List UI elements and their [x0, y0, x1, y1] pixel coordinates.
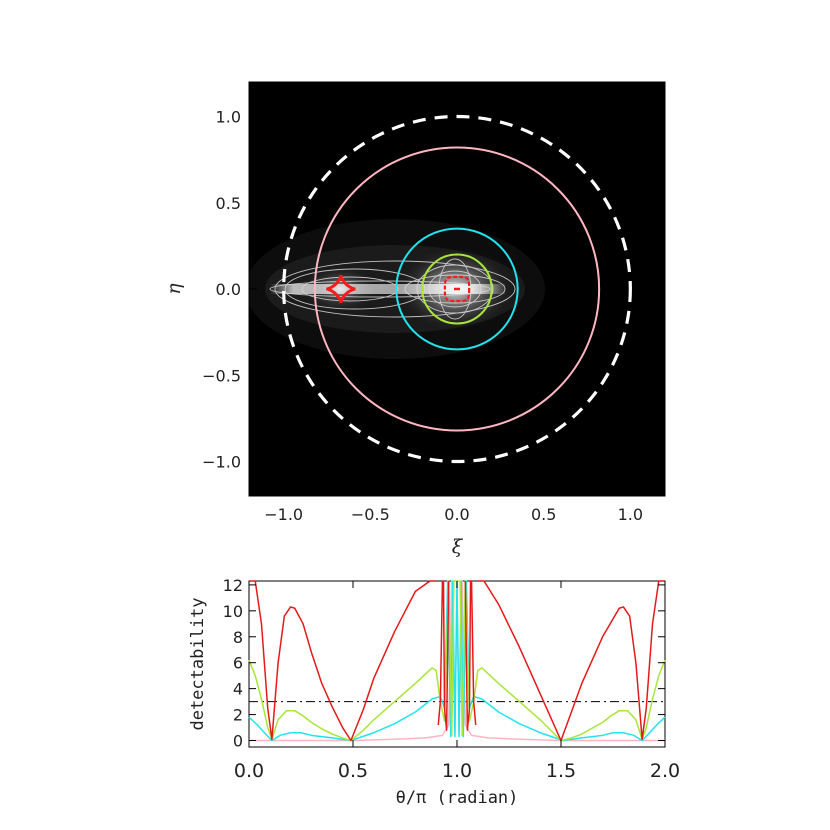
detectability-series-line-3: [437, 580, 450, 731]
map-y-tick-label: 0.0: [216, 280, 241, 299]
detectability-x-tick-label: 1.0: [442, 760, 472, 782]
contour-line: [274, 260, 516, 318]
map-y-axis-label: η: [163, 283, 185, 295]
caustic-curve-1: [326, 274, 356, 304]
detectability-panel: 0.0 0.5 1.0 1.5 2.0 0 2 4 6 8 10 12 θ/π (radian) d…: [188, 576, 680, 808]
detectability-series-line-2: [477, 580, 665, 742]
critical-circle-2: [313, 146, 601, 432]
contour-lines: [269, 258, 516, 320]
map-x-tick-label: −0.5: [351, 505, 390, 524]
detectability-y-tick-label: 10: [223, 602, 243, 621]
magnification-map-panel: −1.0 −0.5 0.0 0.5 1.0 −1.0 −0.5 0.0 0.5 1.0 ξ η: [163, 81, 666, 558]
map-x-ticks: −1.0 −0.5 0.0 0.5 1.0: [264, 82, 643, 524]
detectability-x-tick-label: 0.0: [234, 760, 264, 782]
detectability-y-ticks: 0 2 4 6 8 10 12: [223, 576, 665, 751]
critical-circle-1: [282, 114, 632, 464]
detectability-y-tick-label: 6: [233, 654, 243, 673]
detectability-x-tick-label: 1.5: [546, 760, 576, 782]
detectability-series-line-1: [249, 580, 437, 742]
caustic-curve-2: [443, 275, 471, 303]
contour-line: [284, 268, 426, 310]
detectability-x-axis-label: θ/π (radian): [396, 788, 519, 808]
map-y-tick-label: 0.5: [216, 194, 241, 213]
detectability-y-axis-label: detectability: [188, 597, 208, 730]
detectability-y-tick-label: 8: [233, 628, 243, 647]
map-x-tick-label: 0.5: [531, 505, 556, 524]
horizontal-streak: [270, 284, 505, 294]
map-y-tick-label: −1.0: [202, 453, 241, 472]
detectability-y-tick-label: 0: [233, 732, 243, 751]
map-y-tick-label: −0.5: [202, 366, 241, 385]
map-x-tick-label: −1.0: [264, 505, 303, 524]
map-y-ticks: −1.0 −0.5 0.0 0.5 1.0: [202, 108, 665, 472]
critical-circle-4: [421, 253, 493, 325]
caustic-curves: [326, 274, 471, 304]
detectability-x-tick-label: 0.5: [338, 760, 368, 782]
detectability-series-line-5: [248, 580, 666, 742]
contour-line: [438, 258, 472, 320]
map-x-tick-label: 0.0: [444, 505, 469, 524]
detectability-y-tick-label: 2: [233, 706, 243, 725]
detectability-series-line-4: [464, 580, 477, 731]
map-y-tick-label: 1.0: [216, 108, 241, 127]
critical-circle-3: [395, 227, 519, 351]
contour-line: [301, 276, 399, 302]
map-x-tick-label: 1.0: [618, 505, 643, 524]
detectability-y-tick-label: 4: [233, 680, 243, 699]
detectability-x-ticks: 0.0 0.5 1.0 1.5 2.0: [234, 581, 680, 782]
detectability-x-tick-label: 2.0: [650, 760, 680, 782]
contour-line: [428, 270, 482, 308]
detectability-y-tick-label: 12: [223, 576, 243, 595]
critical-circles: [282, 114, 632, 464]
map-x-axis-label: ξ: [452, 536, 464, 558]
contour-line: [269, 280, 491, 298]
contour-line: [404, 274, 506, 304]
